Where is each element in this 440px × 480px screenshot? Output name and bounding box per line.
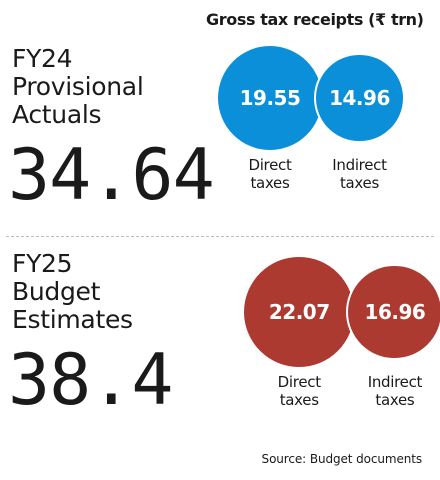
fy25-indirect-taxes-label-line-2: taxes: [375, 391, 415, 410]
fy24-label: FY24 Provisional Actuals: [12, 44, 144, 129]
fy24-direct-taxes-label-line-1: Direct: [248, 156, 292, 174]
fy25-indirect-taxes-label: Indirect taxes: [350, 373, 440, 409]
fy24-total: 34.64: [8, 134, 215, 216]
fy25-indirect-taxes-value: 16.96: [364, 299, 426, 324]
fy24-indirect-taxes-label-line-1: Indirect: [332, 156, 387, 174]
fy25-label-line-1: FY25: [12, 249, 73, 278]
fy24-direct-taxes-label-line-2: taxes: [250, 174, 290, 192]
fy25-direct-taxes-value: 22.07: [268, 299, 330, 324]
fy24-direct-taxes-label: Direct taxes: [225, 156, 315, 192]
fy25-label-line-3: Estimates: [12, 305, 133, 334]
fy25-label-line-2: Budget: [12, 277, 101, 306]
fy25-indirect-taxes-label-line-1: Indirect: [367, 373, 423, 392]
fy24-label-line-2: Provisional: [12, 72, 144, 101]
fy25-total: 38.4: [8, 339, 174, 421]
fy25-direct-taxes-label-line-1: Direct: [277, 373, 321, 392]
fy25-direct-taxes-label: Direct taxes: [254, 373, 344, 409]
fy24-indirect-taxes-value: 14.96: [329, 85, 390, 110]
fy25-direct-taxes-bubble: 22.07: [244, 256, 355, 368]
fy24-indirect-taxes-bubble: 14.96: [314, 52, 405, 144]
fy24-direct-taxes-value: 19.55: [239, 86, 301, 110]
fy24-indirect-taxes-label: Indirect taxes: [314, 156, 404, 192]
fy24-label-line-3: Actuals: [12, 100, 102, 129]
fy25-direct-taxes-label-line-2: taxes: [279, 391, 319, 410]
fy25-label: FY25 Budget Estimates: [12, 250, 133, 334]
fy24-indirect-taxes-label-line-2: taxes: [339, 174, 379, 192]
fy24-label-line-1: FY24: [12, 44, 73, 73]
source-note: Source: Budget documents: [261, 452, 423, 466]
fy25-indirect-taxes-bubble: 16.96: [346, 263, 440, 361]
section-divider: [6, 236, 434, 237]
chart-title: Gross tax receipts (₹ trn): [206, 10, 424, 29]
fy24-direct-taxes-bubble: 19.55: [218, 46, 322, 150]
